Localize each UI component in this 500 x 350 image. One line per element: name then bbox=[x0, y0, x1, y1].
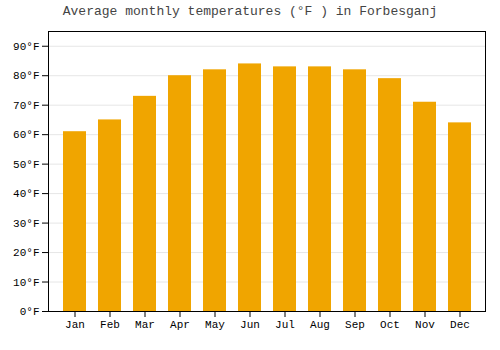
svg-text:Jun: Jun bbox=[240, 319, 260, 331]
svg-text:Jan: Jan bbox=[65, 319, 85, 331]
html-text:Average monthly temperatures (: Average monthly temperatures (°F ) in Fo… bbox=[62, 4, 438, 19]
svg-text:60°F: 60°F bbox=[13, 129, 39, 141]
svg-text:40°F: 40°F bbox=[13, 188, 39, 200]
svg-text:Apr: Apr bbox=[170, 319, 190, 331]
svg-text:20°F: 20°F bbox=[13, 247, 39, 259]
svg-text:70°F: 70°F bbox=[13, 100, 39, 112]
svg-text:Mar: Mar bbox=[135, 319, 155, 331]
svg-text:Dec: Dec bbox=[450, 319, 470, 331]
svg-text:May: May bbox=[205, 319, 225, 331]
svg-text:Sep: Sep bbox=[345, 319, 365, 331]
svg-text:0°F: 0°F bbox=[20, 306, 40, 318]
svg-text:90°F: 90°F bbox=[13, 41, 39, 53]
svg-text:50°F: 50°F bbox=[13, 159, 39, 171]
svg-text:Jul: Jul bbox=[275, 319, 295, 331]
svg-text:10°F: 10°F bbox=[13, 277, 39, 289]
svg-text:Oct: Oct bbox=[380, 319, 400, 331]
svg-text:80°F: 80°F bbox=[13, 70, 39, 82]
svg-text:30°F: 30°F bbox=[13, 218, 39, 230]
svg-text:Feb: Feb bbox=[100, 319, 120, 331]
svg-text:Aug: Aug bbox=[310, 319, 330, 331]
svg-text:Nov: Nov bbox=[415, 319, 435, 331]
